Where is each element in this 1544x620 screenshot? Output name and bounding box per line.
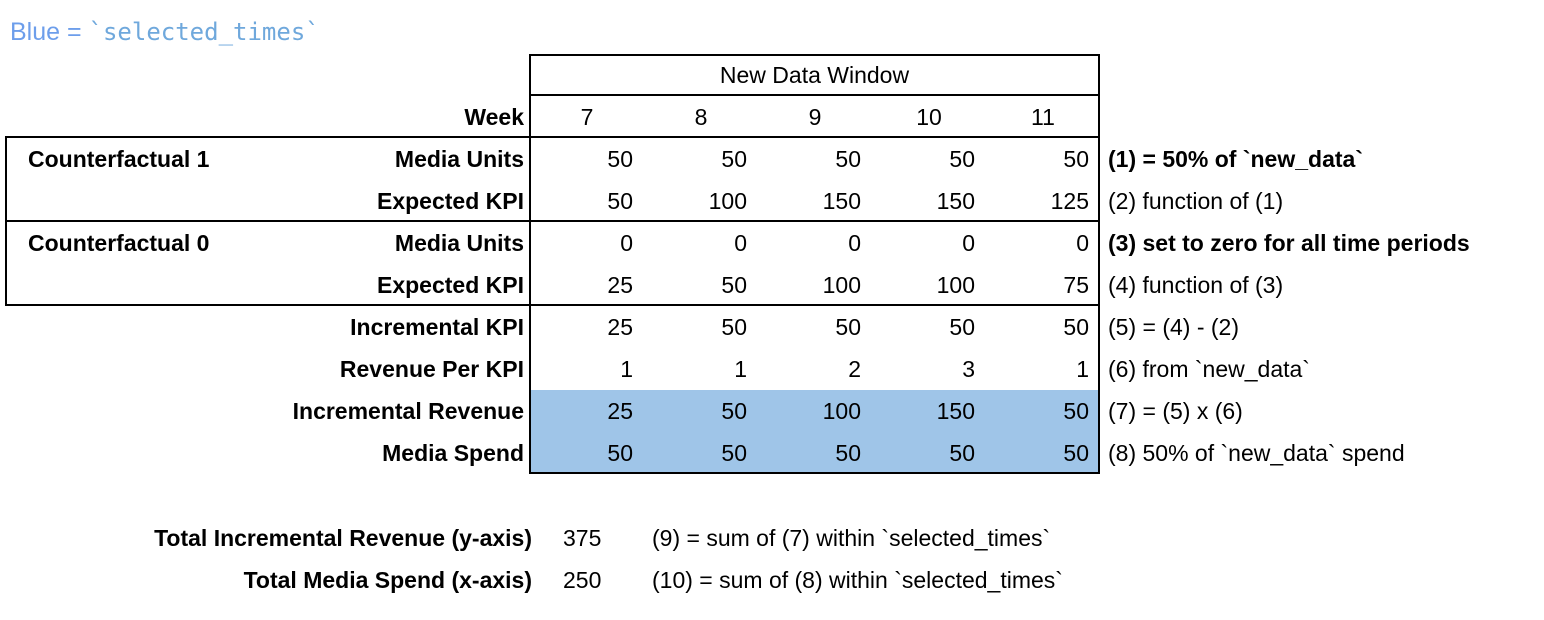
- legend-blue-label: Blue =: [10, 18, 89, 46]
- row-label: Revenue Per KPI: [339, 356, 524, 382]
- data-cell: 0: [848, 230, 861, 256]
- data-cell: 2: [848, 356, 861, 382]
- data-cell: 3: [962, 356, 975, 382]
- data-cell: 50: [835, 314, 861, 340]
- row-label: Incremental KPI: [350, 314, 524, 340]
- data-cell: 50: [835, 146, 861, 172]
- data-cell: 1: [1076, 356, 1089, 382]
- data-cell: 100: [822, 272, 861, 298]
- row-label: Media Units: [394, 230, 524, 256]
- data-cell: 50: [607, 440, 633, 466]
- data-cell: 0: [962, 230, 975, 256]
- table-row-highlighted: Incremental Revenue 25 50 100 150 50 (7)…: [0, 390, 1544, 432]
- total-incremental-revenue-value: 375: [563, 525, 602, 551]
- new-data-window-header: New Data Window: [719, 62, 910, 88]
- counterfactual-0-box: [5, 220, 531, 306]
- row-label: Incremental Revenue: [292, 398, 524, 424]
- data-cell: 100: [708, 188, 747, 214]
- week-label: Week: [464, 104, 524, 130]
- group-label-counterfactual-1: Counterfactual 1: [28, 146, 210, 172]
- selected-times-highlight: [531, 390, 1098, 472]
- row-note: (5) = (4) - (2): [1108, 314, 1239, 340]
- data-cell: 25: [607, 314, 633, 340]
- data-cell: 100: [936, 272, 975, 298]
- totals-row: Total Incremental Revenue (y-axis) 375 (…: [0, 517, 1544, 559]
- data-cell: 50: [949, 440, 975, 466]
- total-media-spend-label: Total Media Spend (x-axis): [243, 567, 532, 593]
- table-border-right: [1098, 96, 1100, 474]
- table-divider: [529, 136, 1100, 138]
- legend-selected-times-code: `selected_times`: [88, 18, 320, 46]
- row-label: Expected KPI: [377, 272, 524, 298]
- data-cell: 75: [1063, 272, 1089, 298]
- data-cell: 25: [607, 272, 633, 298]
- row-note: (2) function of (1): [1108, 188, 1284, 214]
- row-note: (8) 50% of `new_data` spend: [1108, 440, 1405, 466]
- row-label: Media Spend: [382, 440, 524, 466]
- data-cell: 50: [1063, 398, 1089, 424]
- total-media-spend-value: 250: [563, 567, 602, 593]
- week-col: 9: [808, 104, 822, 130]
- row-label: Media Units: [394, 146, 524, 172]
- table-divider: [529, 304, 1100, 306]
- row-note: (6) from `new_data`: [1108, 356, 1310, 382]
- data-cell: 0: [734, 230, 747, 256]
- data-cell: 50: [949, 314, 975, 340]
- data-cell: 1: [620, 356, 633, 382]
- data-cell: 50: [607, 188, 633, 214]
- totals-row: Total Media Spend (x-axis) 250 (10) = su…: [0, 559, 1544, 601]
- table-row-highlighted: Media Spend 50 50 50 50 50 (8) 50% of `n…: [0, 432, 1544, 474]
- table-row: Counterfactual 0 Media Units 0 0 0 0 0 (…: [0, 222, 1544, 264]
- week-col: 8: [694, 104, 708, 130]
- table-row: Incremental KPI 25 50 50 50 50 (5) = (4)…: [0, 306, 1544, 348]
- data-cell: 0: [1076, 230, 1089, 256]
- row-note: (4) function of (3): [1108, 272, 1284, 298]
- data-cell: 50: [607, 146, 633, 172]
- new-data-window-border: [529, 54, 1100, 96]
- table-border-bottom: [529, 472, 1100, 474]
- data-cell: 1: [734, 356, 747, 382]
- table-row: Expected KPI 25 50 100 100 75 (4) functi…: [0, 264, 1544, 306]
- total-note: (9) = sum of (7) within `selected_times`: [652, 525, 1051, 551]
- data-cell: 125: [1050, 188, 1089, 214]
- total-incremental-revenue-label: Total Incremental Revenue (y-axis): [154, 525, 532, 551]
- data-cell: 50: [1063, 146, 1089, 172]
- table-row: Revenue Per KPI 1 1 2 3 1 (6) from `new_…: [0, 348, 1544, 390]
- data-cell: 50: [721, 272, 747, 298]
- row-note: (7) = (5) x (6): [1108, 398, 1243, 424]
- data-cell: 50: [1063, 440, 1089, 466]
- data-cell: 50: [949, 146, 975, 172]
- table-row: Expected KPI 50 100 150 150 125 (2) func…: [0, 180, 1544, 222]
- legend: Blue = `selected_times`: [10, 18, 320, 47]
- data-cell: 150: [822, 188, 861, 214]
- total-note: (10) = sum of (8) within `selected_times…: [652, 567, 1063, 593]
- table-divider: [529, 220, 1100, 222]
- row-label: Expected KPI: [377, 188, 524, 214]
- data-cell: 50: [721, 146, 747, 172]
- data-cell: 150: [936, 188, 975, 214]
- week-header-row: Week 7 8 9 10 11: [0, 96, 1544, 138]
- data-cell: 50: [721, 440, 747, 466]
- week-col: 7: [580, 104, 594, 130]
- data-cell: 50: [835, 440, 861, 466]
- group-label-counterfactual-0: Counterfactual 0: [28, 230, 210, 256]
- data-cell: 25: [607, 398, 633, 424]
- week-col: 11: [1031, 104, 1055, 130]
- data-cell: 0: [620, 230, 633, 256]
- data-cell: 150: [936, 398, 975, 424]
- data-cell: 50: [721, 398, 747, 424]
- week-col: 10: [916, 104, 942, 130]
- data-cell: 100: [822, 398, 861, 424]
- data-cell: 50: [1063, 314, 1089, 340]
- data-cell: 50: [721, 314, 747, 340]
- row-note: (1) = 50% of `new_data`: [1108, 146, 1363, 172]
- table-row: Counterfactual 1 Media Units 50 50 50 50…: [0, 138, 1544, 180]
- row-note: (3) set to zero for all time periods: [1108, 230, 1470, 256]
